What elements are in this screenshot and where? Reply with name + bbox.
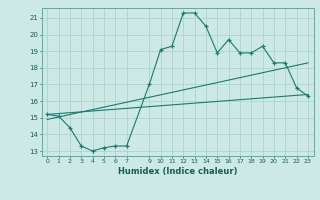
X-axis label: Humidex (Indice chaleur): Humidex (Indice chaleur): [118, 167, 237, 176]
